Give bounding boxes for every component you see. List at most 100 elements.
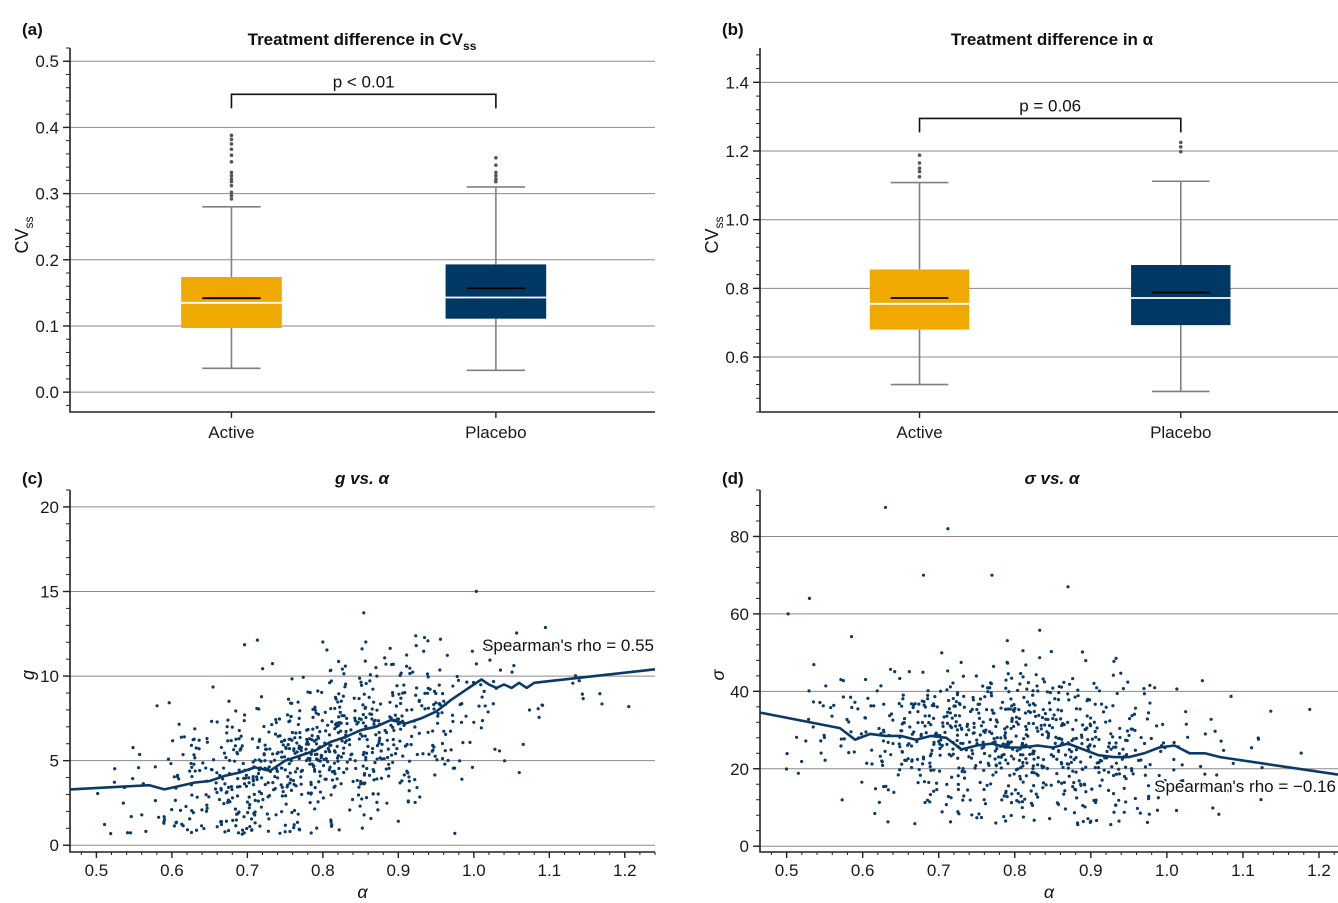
data-point: [1002, 752, 1006, 757]
panel-label: (a): [22, 20, 43, 39]
y-tick-label: 0.6: [725, 348, 749, 367]
data-point: [953, 713, 958, 718]
data-point: [972, 725, 976, 729]
data-point: [391, 760, 395, 765]
data-point: [1084, 790, 1088, 794]
data-point: [174, 821, 178, 825]
data-point: [197, 747, 201, 751]
data-point: [1015, 688, 1020, 693]
data-point: [957, 766, 961, 770]
data-point: [951, 752, 955, 756]
data-point: [889, 753, 893, 757]
data-point: [363, 705, 368, 709]
data-point: [1165, 781, 1169, 786]
data-point: [1036, 795, 1040, 799]
data-point: [278, 831, 282, 835]
data-point: [900, 749, 904, 754]
data-point: [426, 730, 430, 734]
data-point: [202, 826, 206, 831]
data-point: [941, 724, 945, 728]
data-point: [352, 696, 356, 700]
data-point: [946, 527, 950, 531]
data-point: [188, 769, 192, 773]
data-point: [841, 695, 845, 699]
data-point: [968, 798, 972, 802]
data-point: [1063, 753, 1068, 757]
data-point: [328, 681, 332, 685]
data-point: [210, 719, 214, 723]
data-point: [215, 771, 219, 775]
data-point: [1175, 687, 1179, 691]
data-point: [926, 798, 930, 802]
data-point: [1120, 757, 1124, 761]
data-point: [930, 748, 934, 752]
data-point: [1069, 755, 1073, 759]
data-point: [1088, 755, 1093, 759]
data-point: [1047, 723, 1052, 728]
significance-bracket: [918, 117, 1182, 133]
data-point: [910, 732, 914, 736]
data-point: [1088, 716, 1093, 720]
outlier-point: [1178, 145, 1183, 149]
x-tick-label: 1.0: [462, 861, 486, 880]
data-point: [298, 735, 302, 740]
data-point: [267, 817, 271, 821]
data-point: [242, 815, 246, 819]
data-point: [1066, 585, 1070, 589]
data-point: [387, 762, 391, 766]
data-point: [253, 821, 257, 825]
data-point: [928, 800, 932, 804]
data-point: [1203, 732, 1207, 736]
data-point: [239, 734, 243, 738]
data-point: [1107, 770, 1111, 774]
data-point: [1014, 715, 1019, 719]
data-point: [893, 670, 897, 674]
data-point: [1041, 677, 1045, 681]
data-point: [401, 691, 405, 695]
data-point: [391, 693, 395, 698]
data-point: [1269, 709, 1273, 713]
data-point: [1222, 748, 1226, 752]
data-point: [1094, 735, 1098, 739]
data-point: [1055, 771, 1059, 776]
data-point: [886, 740, 890, 745]
data-point: [398, 739, 402, 743]
data-point: [280, 755, 284, 759]
data-point: [1219, 739, 1223, 743]
data-point: [1226, 789, 1231, 793]
data-point: [321, 764, 326, 768]
data-point: [830, 714, 834, 718]
data-point: [1031, 721, 1035, 726]
data-point: [443, 749, 447, 753]
data-point: [921, 755, 926, 759]
data-point: [1013, 706, 1017, 711]
data-point: [934, 781, 939, 785]
chart-title: σ vs. α: [1025, 469, 1081, 488]
data-point: [357, 737, 362, 741]
data-point: [171, 739, 175, 743]
data-point: [1000, 798, 1004, 802]
data-point: [970, 707, 974, 711]
data-point: [1036, 773, 1040, 777]
data-point: [364, 758, 368, 762]
data-point: [213, 787, 218, 791]
data-point: [422, 635, 427, 640]
data-point: [1023, 711, 1028, 715]
data-point: [1117, 772, 1122, 776]
data-point: [999, 736, 1003, 740]
data-point: [951, 696, 955, 701]
data-point: [360, 826, 364, 830]
data-point: [1142, 686, 1146, 691]
data-point: [924, 731, 928, 735]
data-point: [1142, 692, 1146, 696]
data-point: [362, 782, 366, 786]
data-point: [252, 811, 256, 816]
y-tick-label: 1.2: [725, 142, 749, 161]
y-tick-label: 5: [50, 752, 59, 771]
data-point: [250, 828, 254, 832]
data-point: [121, 801, 125, 805]
data-point: [1117, 819, 1121, 823]
data-point: [261, 798, 265, 802]
data-point: [388, 715, 392, 719]
data-point: [247, 806, 251, 810]
